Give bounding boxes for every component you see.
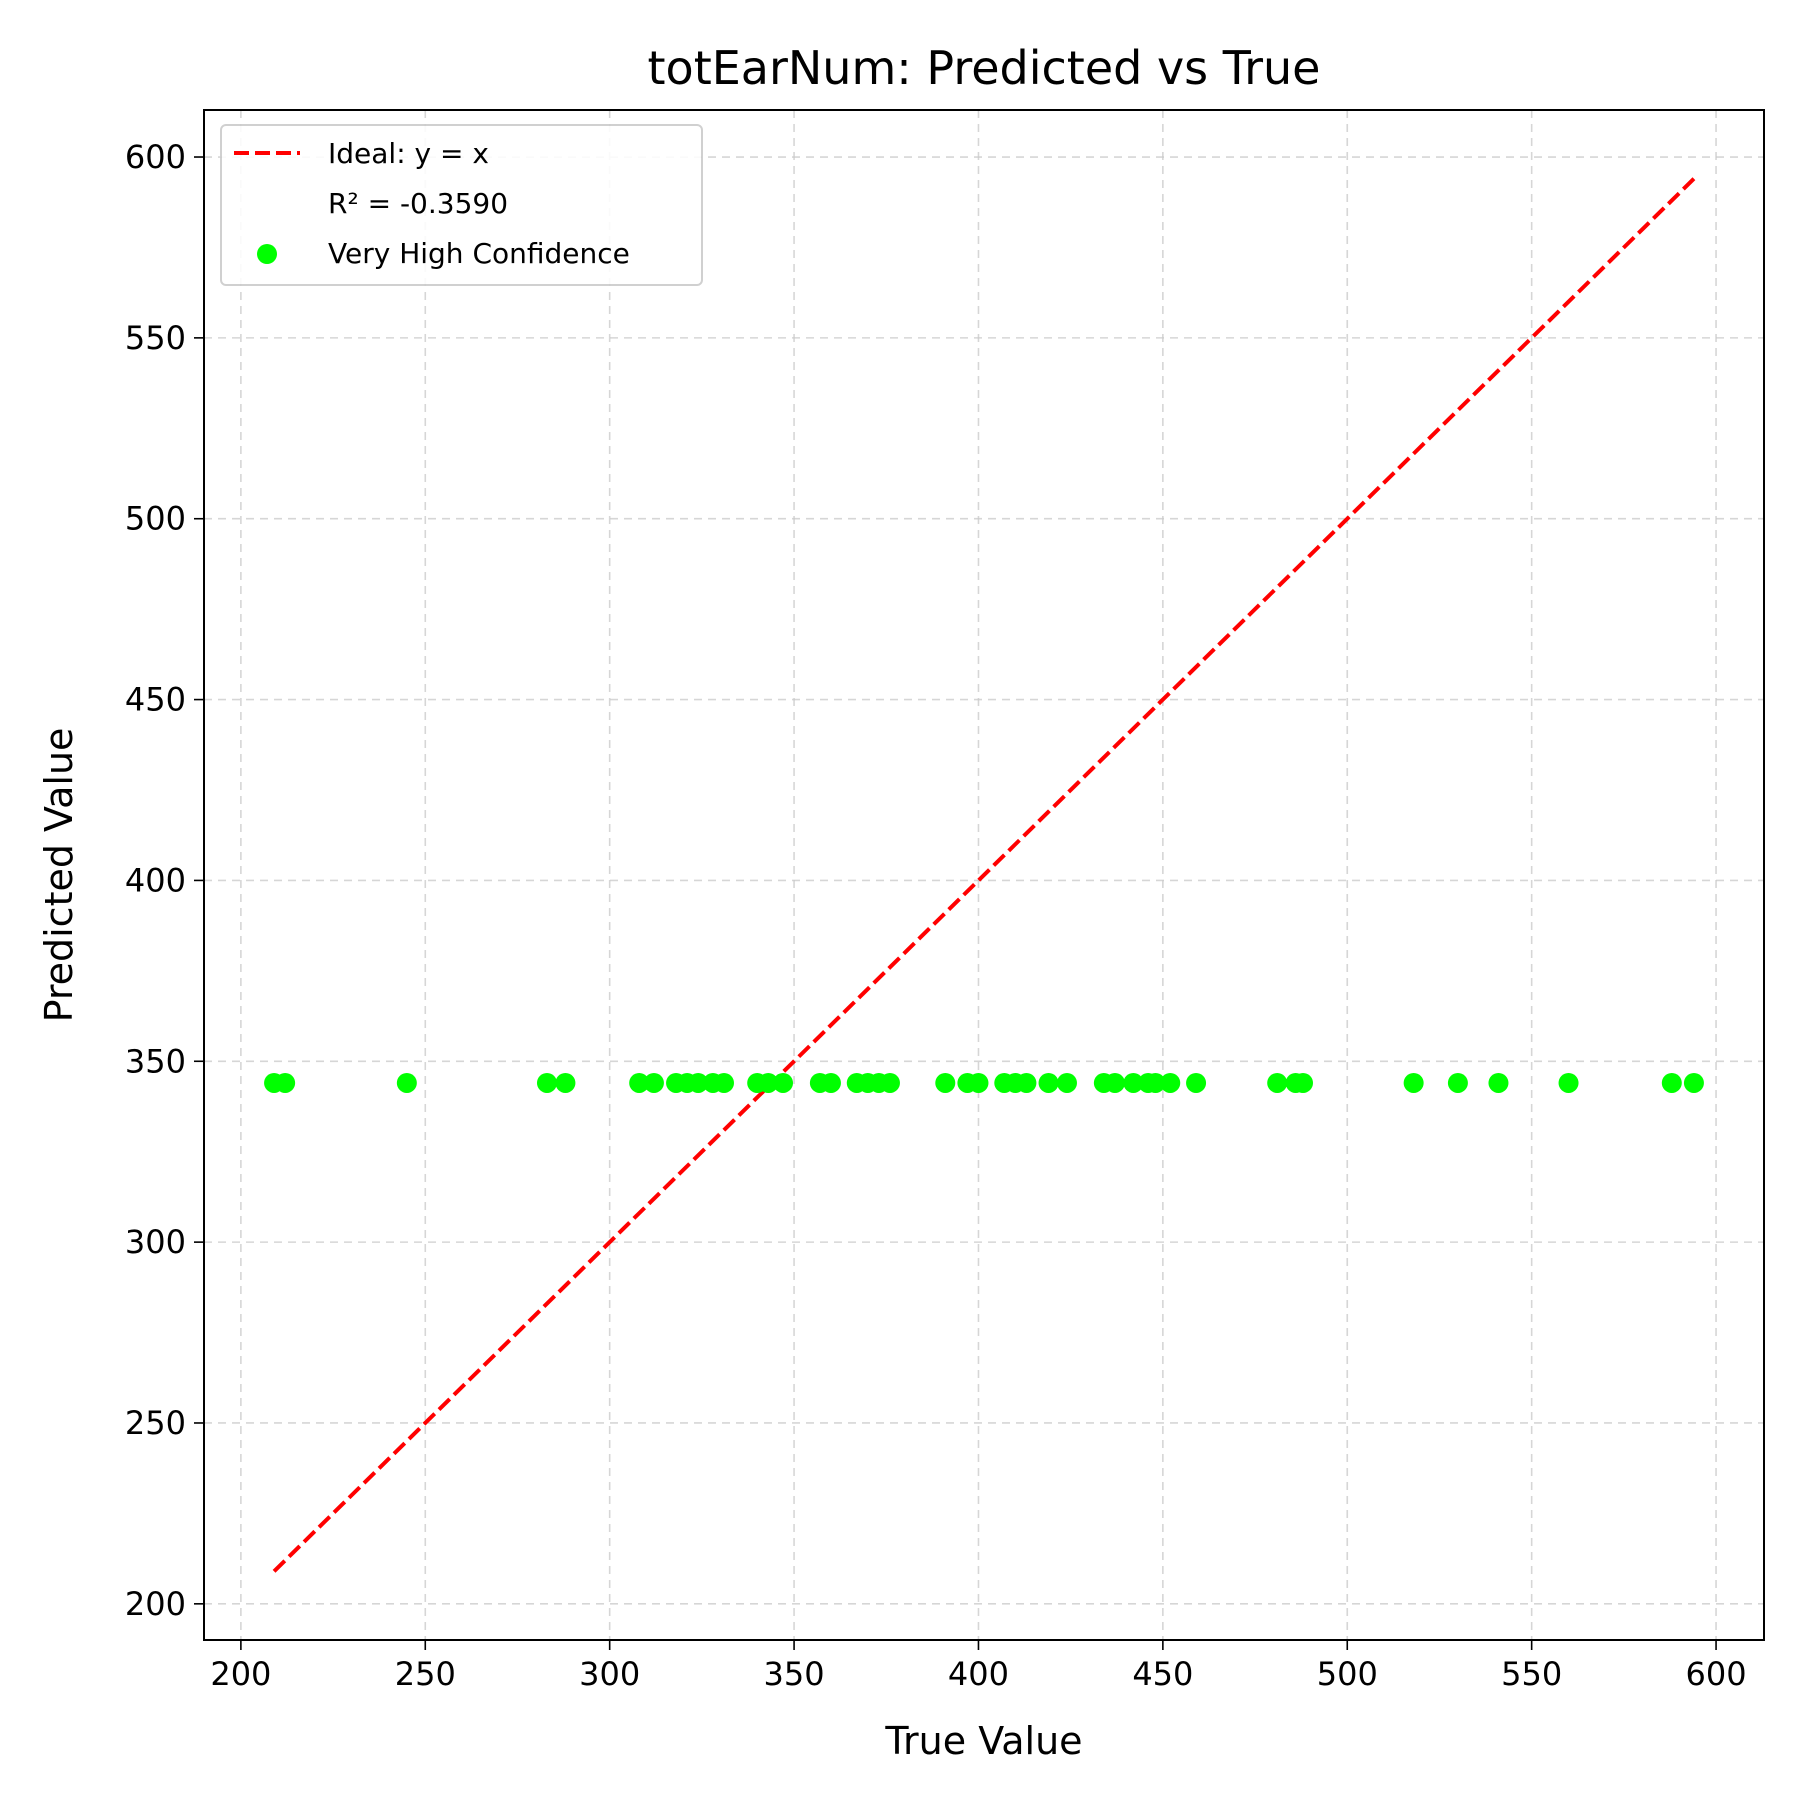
data-point [1403,1072,1424,1093]
data-point [935,1072,956,1093]
x-axis-label: True Value [884,1719,1082,1763]
data-point [1038,1072,1059,1093]
x-tick-label: 600 [1686,1655,1747,1693]
chart-title: totEarNum: Predicted vs True [648,41,1321,95]
data-point [879,1072,900,1093]
x-axis-ticks: 200 250 300 350 400 450 500 550 600 [210,1640,1747,1693]
data-point [968,1072,989,1093]
data-point [688,1072,709,1093]
data-point [1160,1072,1181,1093]
data-point [555,1072,576,1093]
data-point [536,1072,557,1093]
data-point [629,1072,650,1093]
data-point [820,1072,841,1093]
legend-box [220,124,703,286]
x-tick-label: 250 [395,1655,456,1693]
legend-series-label: Very High Confidence [328,237,630,270]
ideal-line [272,177,1696,1573]
data-point [1293,1072,1314,1093]
data-point [773,1072,794,1093]
data-point [1016,1072,1037,1093]
y-tick-label: 300 [125,1223,186,1261]
x-tick-label: 350 [764,1655,825,1693]
plot-area-frame [203,109,1765,1641]
x-tick-label: 200 [210,1655,271,1693]
data-point [396,1072,417,1093]
y-axis-ticks: 200 250 300 350 400 450 500 550 600 [125,138,204,1623]
y-tick-label: 550 [125,319,186,357]
x-tick-label: 450 [1132,1655,1193,1693]
data-point [1056,1072,1077,1093]
y-tick-label: 250 [125,1404,186,1442]
ideal-line-layer [272,177,1696,1573]
y-axis-label: Predicted Value [37,728,81,1023]
data-points [264,1072,1704,1093]
x-tick-label: 400 [948,1655,1009,1693]
x-tick-label: 300 [579,1655,640,1693]
data-point [643,1072,664,1093]
y-tick-label: 350 [125,1042,186,1080]
data-point [1104,1072,1125,1093]
data-point [1267,1072,1288,1093]
data-point [1145,1072,1166,1093]
legend-r2-annotation: R² = -0.3590 [328,187,508,220]
data-point [714,1072,734,1093]
legend-ideal-label: Ideal: y = x [328,137,489,170]
data-point [1186,1072,1207,1093]
data-point [1661,1072,1682,1093]
y-tick-label: 450 [125,681,186,719]
data-point [1488,1072,1509,1093]
y-tick-label: 600 [125,138,186,176]
x-tick-label: 500 [1317,1655,1378,1693]
data-point [1683,1072,1704,1093]
y-tick-label: 200 [125,1585,186,1623]
legend: Ideal: y = x R² = -0.3590 Very High Conf… [220,124,703,286]
y-tick-label: 500 [125,500,186,538]
data-point [1123,1072,1144,1093]
data-point [1447,1072,1468,1093]
data-point [1558,1072,1579,1093]
x-tick-label: 550 [1501,1655,1562,1693]
legend-very-high-confidence-marker [257,244,277,264]
data-point [758,1072,779,1093]
y-tick-label: 400 [125,861,186,899]
data-point [275,1072,296,1093]
